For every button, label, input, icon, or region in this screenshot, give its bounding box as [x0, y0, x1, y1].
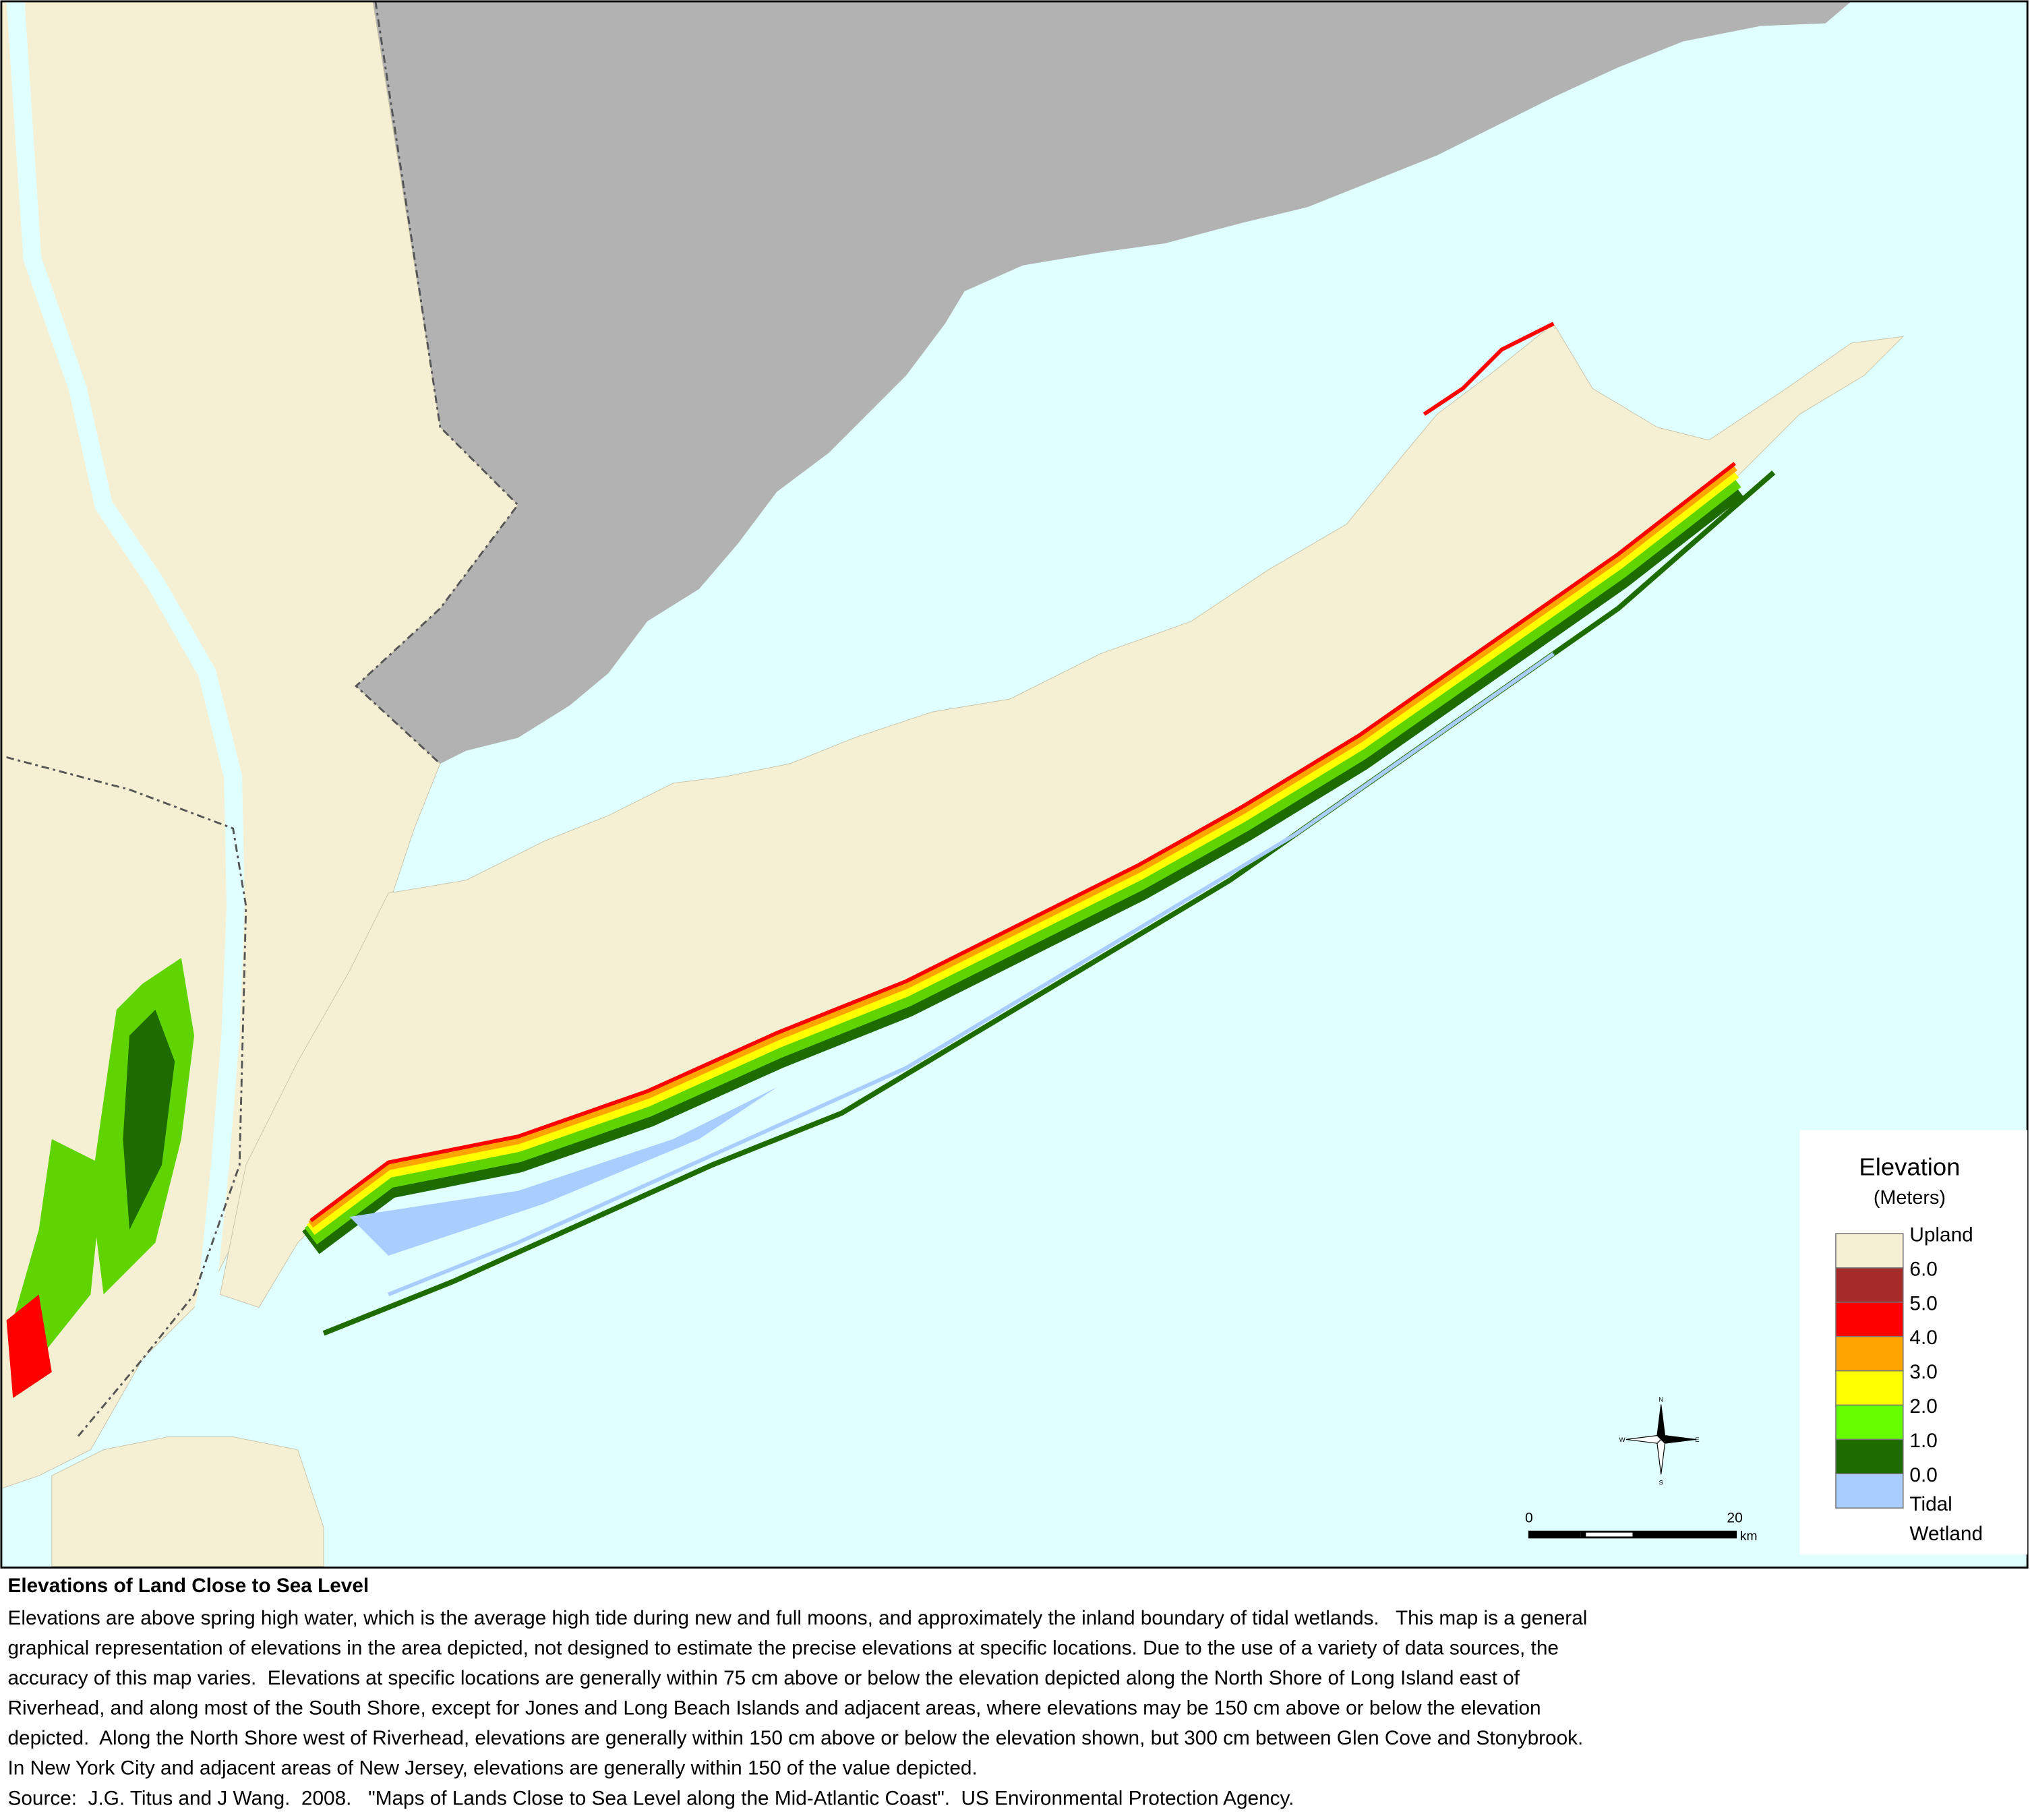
legend-label: 4.0 — [1909, 1327, 1937, 1349]
compass: N E S W — [1619, 1397, 1700, 1487]
legend-title: Elevation — [1859, 1153, 1960, 1181]
legend-label: Wetland — [1909, 1523, 1983, 1545]
connecticut — [356, 1, 1852, 764]
legend-swatch — [1835, 1438, 1904, 1475]
scale-bar-segment — [1632, 1531, 1737, 1538]
caption-lines: Elevations are above spring high water, … — [8, 1607, 1588, 1809]
caption: Elevations of Land Close to Sea Level El… — [8, 1575, 1588, 1809]
legend-swatch — [1835, 1233, 1904, 1269]
legend-swatch — [1835, 1302, 1904, 1337]
north-fork-edge — [1423, 322, 1555, 416]
caption-line: In New York City and adjacent areas of N… — [8, 1757, 978, 1780]
compass-label: W — [1619, 1436, 1626, 1444]
legend-swatch — [1835, 1370, 1904, 1406]
legend-label: 3.0 — [1909, 1361, 1937, 1383]
legend-label: 0.0 — [1909, 1464, 1937, 1486]
scale-bar-segment — [1586, 1532, 1633, 1537]
caption-line: graphical representation of elevations i… — [8, 1637, 1559, 1660]
compass-label: E — [1695, 1436, 1699, 1444]
scale-label: 20 — [1727, 1510, 1742, 1525]
compass-label: S — [1659, 1480, 1663, 1487]
caption-line: accuracy of this map varies. Elevations … — [8, 1667, 1520, 1689]
staten-island — [51, 1436, 324, 1567]
caption-source: Source: J.G. Titus and J Wang. 2008. "Ma… — [8, 1787, 1294, 1809]
scale-bar: 0 20 km — [1525, 1510, 1757, 1544]
legend-label: 5.0 — [1909, 1292, 1937, 1314]
scale-label: 0 — [1525, 1510, 1533, 1525]
bay-wetlands — [349, 1087, 777, 1256]
legend-subtitle: (Meters) — [1874, 1187, 1946, 1209]
legend-label: Tidal — [1909, 1493, 1952, 1515]
legend-label: 6.0 — [1909, 1258, 1937, 1280]
compass-label: N — [1659, 1397, 1663, 1404]
scale-bar-segment — [1528, 1531, 1581, 1538]
barrier-island-wetland — [388, 652, 1555, 1296]
south-shore-bands — [302, 462, 1744, 1254]
county-boundary — [6, 756, 247, 1438]
legend-swatch — [1835, 1473, 1904, 1509]
legend-label: 2.0 — [1909, 1395, 1937, 1418]
nj-edge — [6, 1294, 52, 1398]
legend-swatch — [1835, 1267, 1904, 1303]
map — [1, 1, 2028, 1568]
legend-swatch — [1835, 1335, 1904, 1372]
legend-label: Upland — [1909, 1224, 1973, 1246]
caption-line: Elevations are above spring high water, … — [8, 1607, 1588, 1629]
legend-items: Upland 6.0 5.0 4.0 3.0 2.0 1.0 0.0 Tidal Wetland — [1835, 1224, 1983, 1545]
legend-swatch — [1835, 1404, 1904, 1440]
hudson-river — [6, 1, 245, 1349]
map-frame — [0, 0, 2029, 1569]
caption-line: depicted. Along the North Shore west of … — [8, 1727, 1584, 1749]
nj-wetland-dark — [123, 1009, 175, 1230]
caption-title: Elevations of Land Close to Sea Level — [8, 1575, 369, 1597]
legend: Elevation (Meters) Upland 6.0 5.0 4.0 3.0 2.0… — [1799, 1130, 2028, 1555]
compass-labels: N E S W — [1619, 1397, 1700, 1487]
scale-unit: km — [1740, 1529, 1758, 1544]
legend-label: 1.0 — [1909, 1430, 1937, 1452]
caption-line: Riverhead, and along most of the South S… — [8, 1697, 1541, 1720]
state-boundary — [354, 1, 520, 765]
